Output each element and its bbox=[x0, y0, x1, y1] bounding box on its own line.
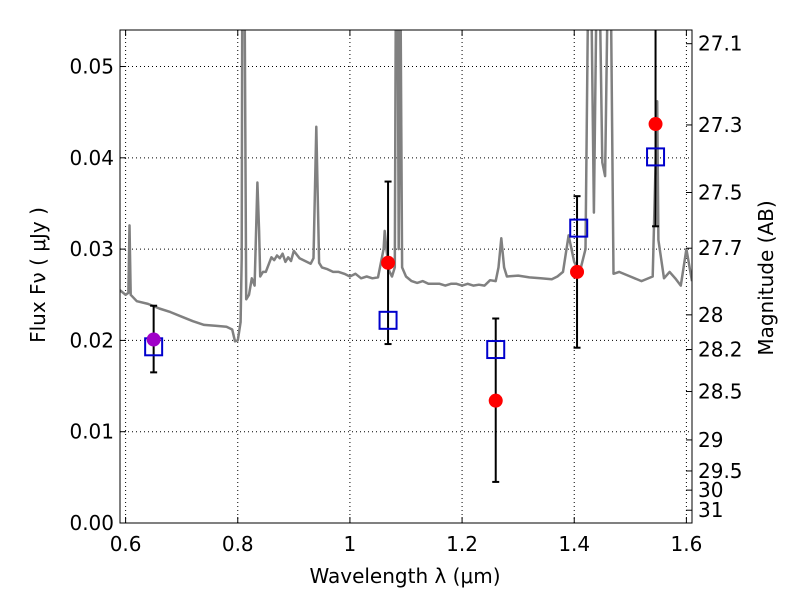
ticks: 0.6 0.8 1 1.2 1.4 1.6 0.00 0.01 0.02 0.03 0.04 0.05… bbox=[69, 30, 743, 556]
observed-point-2 bbox=[488, 393, 503, 408]
model-point-3 bbox=[569, 218, 589, 238]
x-tick-label-2: 1 bbox=[344, 532, 357, 556]
y-tick-label-1: 0.01 bbox=[69, 420, 114, 444]
x-tick-label-5: 1.6 bbox=[670, 532, 702, 556]
model-spectrum-line bbox=[120, 30, 692, 343]
x-tick-label-0: 0.6 bbox=[110, 532, 142, 556]
axes-frame bbox=[119, 29, 693, 524]
observed-point-0 bbox=[146, 332, 161, 347]
model-point-4 bbox=[646, 147, 666, 167]
mag-tick-label-9: 30 bbox=[698, 478, 723, 502]
observed-point-1 bbox=[381, 255, 396, 270]
mag-tick-label-0: 27.1 bbox=[698, 32, 743, 56]
y-tick-label-5: 0.05 bbox=[69, 55, 114, 79]
mag-tick-label-3: 27.7 bbox=[698, 236, 743, 260]
y-tick-label-4: 0.04 bbox=[69, 146, 114, 170]
observed-point-3 bbox=[570, 264, 585, 279]
mag-tick-label-5: 28.2 bbox=[698, 338, 743, 362]
mag-tick-label-2: 27.5 bbox=[698, 181, 743, 205]
y-tick-label-0: 0.00 bbox=[69, 511, 114, 535]
y-tick-label-3: 0.03 bbox=[69, 237, 114, 261]
observed-point-4 bbox=[648, 117, 663, 132]
mag-tick-label-7: 29 bbox=[698, 428, 723, 452]
model-point-1 bbox=[378, 310, 398, 330]
x-tick-label-1: 0.8 bbox=[222, 532, 254, 556]
model-point-2 bbox=[486, 340, 506, 360]
y-axis-label: Flux Fν ( μJy ) bbox=[26, 207, 50, 343]
y2-axis-label: Magnitude (AB) bbox=[754, 200, 778, 355]
x-axis-label: Wavelength λ (μm) bbox=[309, 564, 500, 588]
mag-tick-label-6: 28.5 bbox=[698, 380, 743, 404]
x-tick-label-4: 1.4 bbox=[558, 532, 590, 556]
x-tick-label-3: 1.2 bbox=[446, 532, 478, 556]
mag-tick-label-1: 27.3 bbox=[698, 113, 743, 137]
mag-tick-label-4: 28 bbox=[698, 303, 723, 327]
y-tick-label-2: 0.02 bbox=[69, 328, 114, 352]
model-points bbox=[144, 147, 666, 360]
plot-frame bbox=[119, 29, 693, 524]
spectrum-layer bbox=[120, 30, 692, 343]
mag-tick-label-10: 31 bbox=[698, 498, 723, 522]
mag-tick-label-8: 29.5 bbox=[698, 459, 743, 483]
observed-points bbox=[146, 117, 663, 408]
